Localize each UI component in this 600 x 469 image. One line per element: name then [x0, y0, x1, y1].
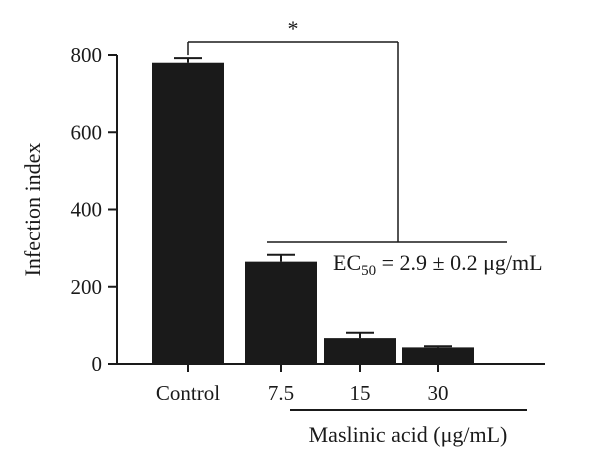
- y-tick-label: 400: [71, 198, 103, 222]
- ec50-subscript: 50: [361, 263, 376, 279]
- ec50-suffix: = 2.9 ± 0.2 μg/mL: [376, 250, 542, 275]
- bar: [324, 338, 396, 364]
- y-tick-label: 200: [71, 275, 103, 299]
- y-tick-label: 600: [71, 120, 103, 144]
- bars: [152, 62, 474, 364]
- ec50-annotation: EC50 = 2.9 ± 0.2 μg/mL: [333, 250, 543, 279]
- annotations: [187, 41, 527, 411]
- x-tick-label: 7.5: [268, 381, 294, 405]
- x-tick-label: 15: [350, 381, 371, 405]
- y-axis-label: Infection index: [20, 143, 45, 277]
- y-tick-label: 0: [92, 352, 103, 376]
- significance-star: *: [288, 16, 299, 41]
- x-tick-label: 30: [428, 381, 449, 405]
- axes: 0 200 400 600 800 Control 7.5 15 30: [71, 43, 545, 405]
- x-group-label: Maslinic acid (μg/mL): [309, 422, 508, 447]
- bar: [152, 62, 224, 364]
- ec50-prefix: EC: [333, 250, 361, 275]
- y-tick-label: 800: [71, 43, 103, 67]
- error-bars: [174, 57, 452, 348]
- bar: [402, 347, 474, 364]
- x-tick-label: Control: [156, 381, 220, 405]
- bar: [245, 261, 317, 364]
